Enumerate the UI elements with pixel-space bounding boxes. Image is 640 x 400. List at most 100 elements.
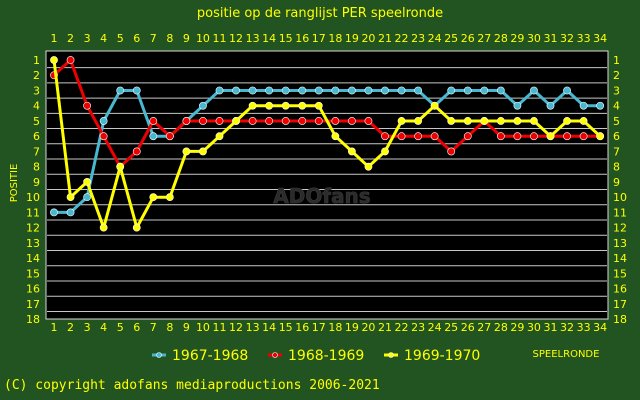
y-tick-label-left: 17: [26, 298, 40, 311]
data-point: [364, 162, 373, 171]
y-tick-label-left: 14: [26, 252, 40, 265]
y-tick-label-left: 6: [33, 130, 40, 143]
y-tick-label-right: 1: [613, 54, 620, 67]
data-point: [563, 132, 571, 141]
y-tick-label-left: 13: [26, 237, 40, 250]
data-point: [513, 101, 522, 110]
series-line: [54, 89, 601, 214]
data-point: [99, 132, 108, 141]
x-tick-label-bottom: 11: [213, 321, 227, 334]
x-tick-label-bottom: 1: [51, 321, 58, 334]
x-tick-label-top: 19: [345, 32, 359, 45]
x-tick-label-top: 5: [117, 32, 124, 45]
chart-title: positie op de ranglijst PER speelronde: [197, 6, 443, 21]
legend-marker: [272, 352, 278, 358]
legend-label: 1969-1970: [404, 348, 480, 364]
x-tick-label-bottom: 31: [544, 321, 558, 334]
legend-item: 1968-1969: [268, 348, 364, 364]
x-tick-label-top: 9: [183, 32, 190, 45]
legend-marker: [156, 352, 162, 358]
y-tick-label-left: 5: [33, 115, 40, 128]
data-point: [50, 208, 58, 217]
y-tick-label-left: 15: [26, 267, 40, 280]
x-tick-label-top: 30: [527, 32, 541, 45]
x-tick-label-top: 34: [593, 32, 607, 45]
y-tick-label-right: 5: [613, 115, 620, 128]
data-point: [50, 56, 58, 64]
data-point: [430, 101, 439, 110]
x-tick-label-bottom: 8: [166, 321, 173, 334]
x-tick-label-bottom: 12: [229, 321, 243, 334]
x-tick-label-bottom: 30: [527, 321, 541, 334]
data-point: [579, 132, 588, 141]
data-point: [83, 178, 91, 186]
x-tick-label-bottom: 3: [84, 321, 91, 334]
y-tick-label-left: 9: [33, 176, 40, 189]
data-point: [149, 117, 158, 125]
x-tick-label-bottom: 16: [295, 321, 309, 334]
y-tick-label-left: 2: [33, 69, 40, 82]
x-tick-label-top: 3: [84, 32, 91, 45]
data-point: [99, 117, 108, 125]
x-tick-label-bottom: 33: [577, 321, 591, 334]
x-tick-label-bottom: 5: [117, 321, 124, 334]
x-tick-label-bottom: 18: [328, 321, 342, 334]
data-point: [579, 117, 588, 125]
y-tick-label-right: 12: [613, 222, 627, 235]
legend-item: 1969-1970: [384, 348, 480, 364]
y-tick-label-right: 14: [613, 252, 627, 265]
y-tick-label-right: 3: [613, 84, 620, 97]
data-point: [430, 132, 439, 141]
data-point: [215, 132, 224, 141]
x-tick-label-bottom: 27: [477, 321, 491, 334]
data-point: [447, 86, 456, 95]
y-tick-label-right: 13: [613, 237, 627, 250]
legend: 1967-1968 1968-1969 1969-1970: [152, 348, 480, 364]
data-point: [513, 132, 522, 141]
data-point: [215, 86, 224, 95]
x-axis-label: SPEELRONDE: [533, 349, 600, 360]
copyright-text: (C) copyright adofans mediaproductions 2…: [4, 378, 380, 393]
x-tick-labels: 1122334455667788991010111112121313141415…: [51, 32, 608, 334]
data-point: [414, 117, 422, 125]
data-point: [331, 117, 340, 125]
x-tick-label-bottom: 2: [67, 321, 74, 334]
legend-label: 1968-1969: [288, 348, 364, 364]
data-point: [563, 86, 571, 95]
data-point: [298, 117, 307, 125]
y-tick-label-right: 10: [613, 191, 627, 204]
legend-marker: [388, 352, 394, 358]
y-tick-label-right: 11: [613, 206, 627, 219]
data-point: [414, 132, 422, 141]
x-tick-label-top: 8: [166, 32, 173, 45]
data-point: [546, 132, 555, 141]
x-tick-label-top: 13: [246, 32, 260, 45]
x-tick-label-bottom: 20: [361, 321, 375, 334]
y-tick-label-right: 8: [613, 161, 620, 174]
data-point: [149, 132, 158, 141]
data-point: [463, 117, 472, 125]
data-point: [530, 132, 538, 141]
data-point: [314, 117, 323, 125]
y-axis-label: POSITIE: [9, 164, 20, 203]
x-tick-label-bottom: 19: [345, 321, 359, 334]
x-tick-label-top: 31: [544, 32, 558, 45]
y-tick-label-right: 6: [613, 130, 620, 143]
data-point: [199, 101, 207, 110]
data-point: [347, 86, 356, 95]
x-tick-label-bottom: 28: [494, 321, 508, 334]
y-tick-label-left: 10: [26, 191, 40, 204]
data-point: [314, 86, 323, 95]
x-tick-label-bottom: 21: [378, 321, 392, 334]
data-point: [199, 117, 207, 125]
data-point: [397, 86, 406, 95]
data-point: [397, 132, 406, 141]
y-tick-label-right: 4: [613, 100, 620, 113]
data-point: [331, 132, 340, 141]
y-tick-label-right: 2: [613, 69, 620, 82]
data-point: [83, 101, 91, 110]
data-point: [281, 86, 290, 95]
x-tick-label-top: 12: [229, 32, 243, 45]
data-point: [248, 101, 257, 110]
data-point: [99, 223, 108, 232]
